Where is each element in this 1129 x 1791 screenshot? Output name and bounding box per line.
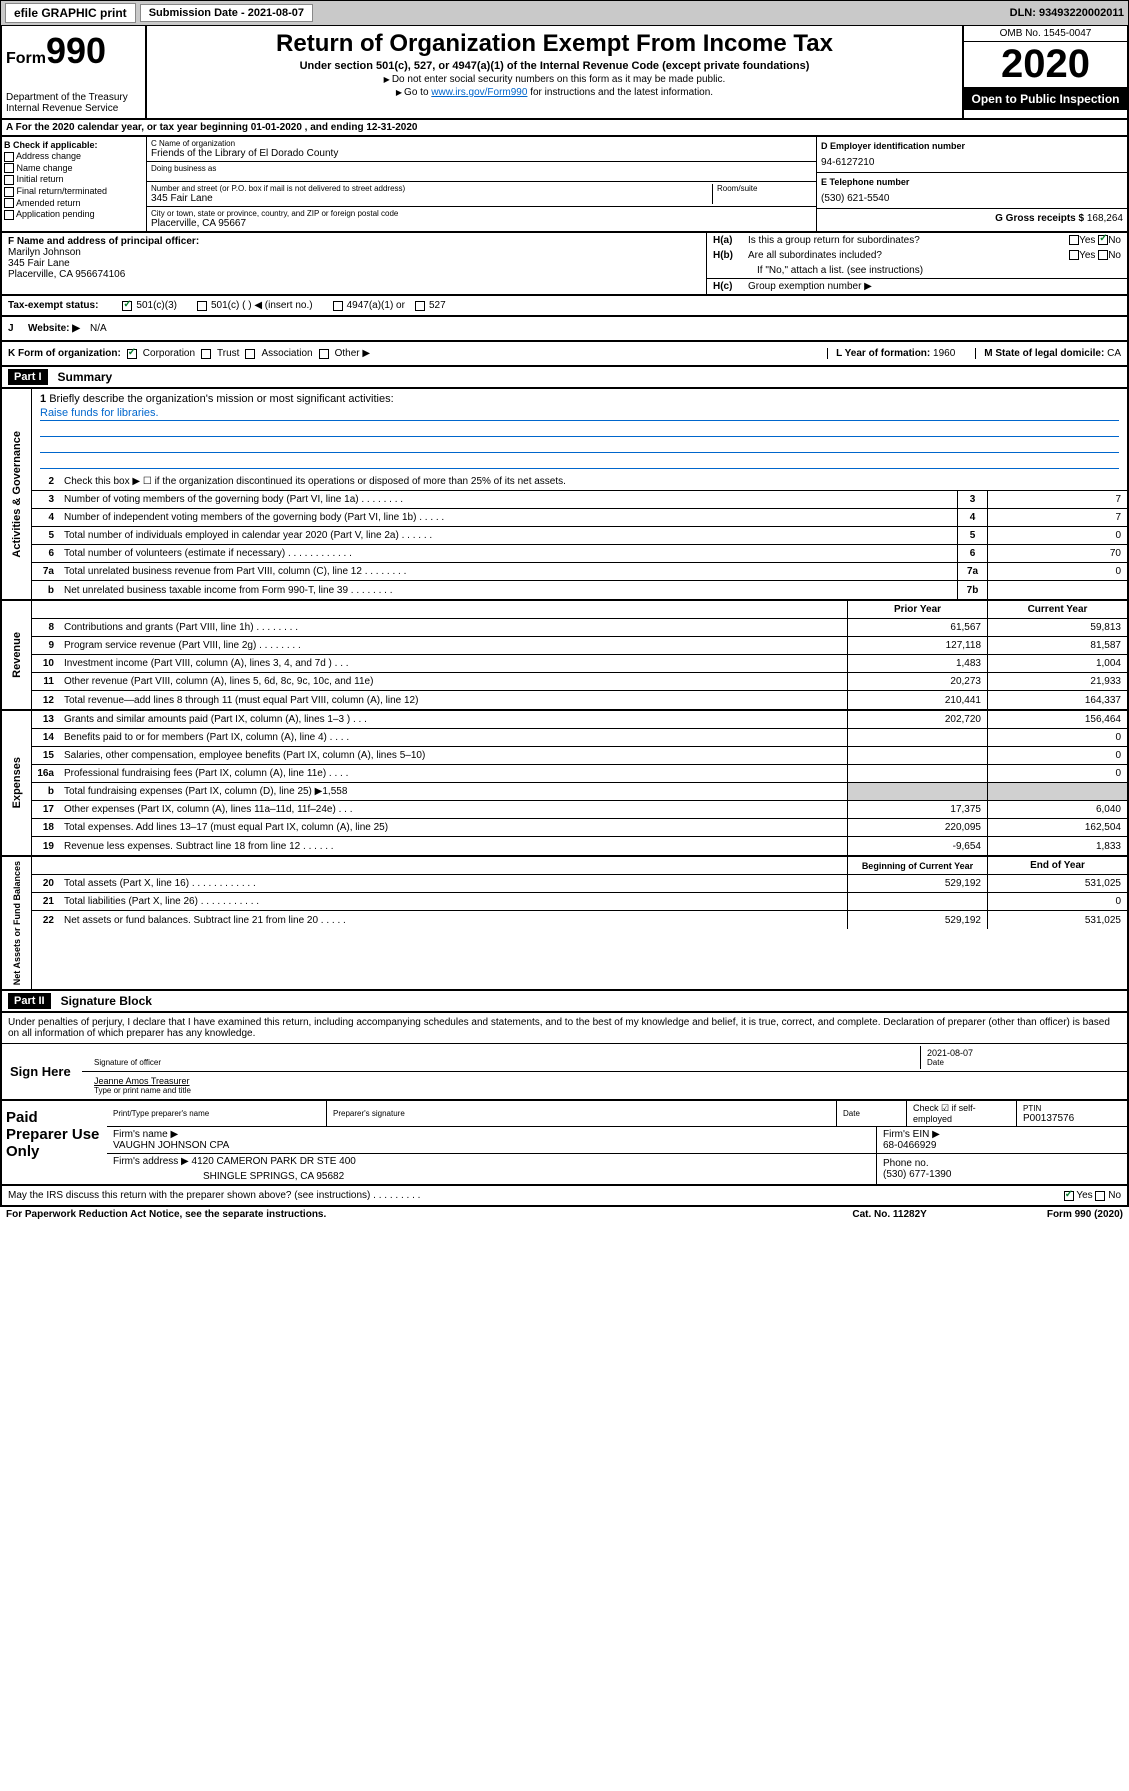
tax-status-row: Tax-exempt status: 501(c)(3) 501(c) ( ) … <box>0 296 1129 317</box>
signature-section: Under penalties of perjury, I declare th… <box>0 1013 1129 1101</box>
org-city: Placerville, CA 95667 <box>151 218 812 229</box>
form-header: Form990 Department of the Treasury Inter… <box>0 26 1129 120</box>
firm-phone: (530) 677-1390 <box>883 1169 1121 1180</box>
top-bar: efile GRAPHIC print Submission Date - 20… <box>0 0 1129 26</box>
firm-ein: 68-0466929 <box>883 1140 1121 1151</box>
chk-name[interactable] <box>4 163 14 173</box>
discuss-row: May the IRS discuss this return with the… <box>0 1186 1129 1207</box>
efile-button[interactable]: efile GRAPHIC print <box>5 3 136 23</box>
chk-corp[interactable] <box>127 349 137 359</box>
ein: 94-6127210 <box>821 157 1123 168</box>
chk-initial[interactable] <box>4 175 14 185</box>
chk-pending[interactable] <box>4 210 14 220</box>
paid-preparer-section: Paid Preparer Use Only Print/Type prepar… <box>0 1101 1129 1186</box>
org-name: Friends of the Library of El Dorado Coun… <box>151 148 812 159</box>
open-public: Open to Public Inspection <box>964 88 1127 110</box>
chk-501c3[interactable] <box>122 301 132 311</box>
part2-header: Part II Signature Block <box>0 991 1129 1013</box>
gross-receipts: 168,264 <box>1087 213 1123 224</box>
submission-date: Submission Date - 2021-08-07 <box>140 4 313 22</box>
website-value: N/A <box>90 323 107 334</box>
ptin: P00137576 <box>1023 1113 1121 1124</box>
form-subtitle: Under section 501(c), 527, or 4947(a)(1)… <box>151 60 958 72</box>
form-title: Return of Organization Exempt From Incom… <box>151 30 958 58</box>
chk-discuss-yes[interactable] <box>1064 1191 1074 1201</box>
check-b-header: B Check if applicable: <box>4 140 144 150</box>
firm-name: VAUGHN JOHNSON CPA <box>113 1140 870 1151</box>
year-formation: 1960 <box>933 348 955 359</box>
mission-text: Raise funds for libraries. <box>40 407 1119 421</box>
sign-here-label: Sign Here <box>2 1044 82 1099</box>
org-address: 345 Fair Lane <box>151 193 712 204</box>
section-a-period: A For the 2020 calendar year, or tax yea… <box>0 120 1129 137</box>
officer-name: Marilyn Johnson <box>8 247 700 258</box>
chk-amended[interactable] <box>4 198 14 208</box>
dept-label: Department of the Treasury Internal Reve… <box>6 92 141 114</box>
omb-number: OMB No. 1545-0047 <box>964 26 1127 42</box>
chk-address[interactable] <box>4 152 14 162</box>
note-ssn: Do not enter social security numbers on … <box>392 74 725 85</box>
irs-link[interactable]: www.irs.gov/Form990 <box>431 87 527 98</box>
fgh-block: F Name and address of principal officer:… <box>0 233 1129 296</box>
telephone: (530) 621-5540 <box>821 193 1123 204</box>
perjury-text: Under penalties of perjury, I declare th… <box>2 1013 1127 1043</box>
tax-year: 2020 <box>964 42 1127 88</box>
k-org-row: K Form of organization: Corporation Trus… <box>0 342 1129 367</box>
chk-final[interactable] <box>4 187 14 197</box>
officer-signature: Jeanne Amos Treasurer <box>94 1076 1115 1086</box>
chk-discuss-no[interactable] <box>1095 1191 1105 1201</box>
entity-block: B Check if applicable: Address change Na… <box>0 137 1129 233</box>
summary-table: Activities & Governance 1 Briefly descri… <box>0 389 1129 991</box>
domicile: CA <box>1107 348 1121 359</box>
website-row: J Website: ▶ N/A <box>0 317 1129 342</box>
dln: DLN: 93493220002011 <box>1010 7 1124 19</box>
footer: For Paperwork Reduction Act Notice, see … <box>0 1207 1129 1222</box>
part1-header: Part I Summary <box>0 367 1129 389</box>
form-number: Form990 <box>6 30 141 72</box>
paid-label: Paid Preparer Use Only <box>2 1101 107 1184</box>
